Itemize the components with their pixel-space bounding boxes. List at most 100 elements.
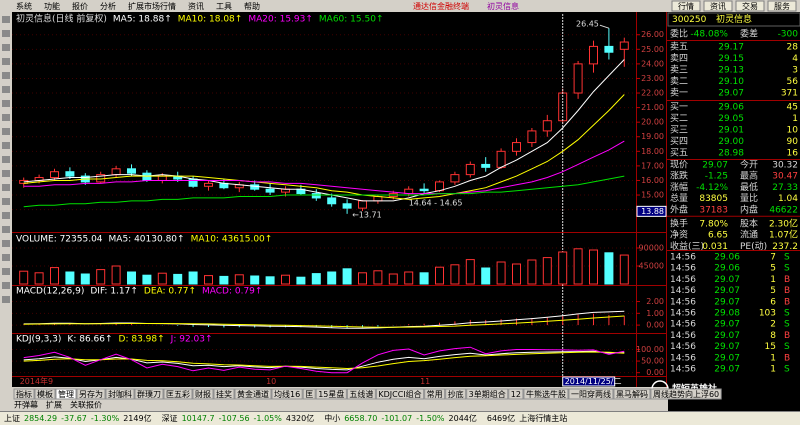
candle-body: [311, 193, 321, 199]
quote-label: 流通: [740, 229, 758, 241]
status-item: -37.67: [61, 414, 87, 423]
volume-bar: [512, 263, 521, 285]
legend-entry: MACD(12,26,9): [16, 287, 84, 297]
date-label: 10: [266, 377, 276, 386]
menu-item[interactable]: 资讯: [188, 1, 204, 11]
top-button-label[interactable]: 交易: [742, 1, 758, 11]
tick-price: 29.07: [714, 286, 740, 296]
volume-bar: [388, 273, 398, 285]
volume-bar: [496, 261, 506, 285]
tab: [76, 388, 106, 400]
top-button-label[interactable]: 行情: [678, 1, 694, 11]
volume-bar: [34, 272, 44, 285]
sub-tab[interactable]: 关联报价: [70, 400, 102, 410]
bid-price: 29.00: [718, 137, 744, 147]
line-series: [23, 310, 625, 329]
tick-side: B: [784, 353, 790, 363]
tab: [508, 388, 524, 400]
line-series: [23, 140, 625, 195]
sub-tab[interactable]: 扩展: [46, 400, 62, 410]
volume-bar: [419, 272, 429, 285]
line-series: [23, 351, 625, 370]
menu-item[interactable]: 扩展市场行情: [128, 1, 176, 11]
tab-label[interactable]: 15星盘: [318, 389, 344, 399]
top-button-label[interactable]: 服务: [774, 1, 790, 11]
quote-label: 股本: [740, 218, 758, 230]
volume-bar: [173, 273, 183, 285]
tab-label[interactable]: 抄底: [448, 389, 464, 399]
tick-volume: 7: [770, 253, 776, 263]
menu-item[interactable]: 功能: [44, 1, 60, 11]
line-series: [23, 175, 625, 208]
y-tick-label: 20.00: [641, 118, 664, 127]
tick-time: 14:56: [670, 253, 696, 263]
tab-label[interactable]: 常用: [427, 390, 443, 399]
tab-label[interactable]: 黑马解码: [616, 389, 648, 399]
tab-label[interactable]: 另存为: [79, 389, 103, 399]
tab: [105, 388, 135, 400]
candle-body: [419, 188, 429, 192]
y-tick-label: 50.00: [641, 357, 664, 366]
quote-value: -1.25: [705, 172, 728, 182]
tick-time: 14:56: [670, 320, 696, 330]
quote-value: 237.2: [772, 242, 798, 252]
tab-label[interactable]: 模板: [37, 389, 53, 399]
menu-item[interactable]: 分析: [100, 1, 116, 11]
bid-volume: 90: [787, 137, 799, 147]
candle-body: [573, 63, 583, 94]
menu-item[interactable]: 工具: [216, 2, 232, 11]
volume-bar: [311, 273, 321, 285]
top-button-label[interactable]: 资讯: [710, 1, 726, 11]
tab-label[interactable]: KDJCCI组合: [378, 389, 421, 399]
tab-label[interactable]: 均线16: [274, 389, 300, 399]
menu-item[interactable]: 报价: [72, 1, 88, 11]
candle-body: [358, 200, 367, 209]
tab-label[interactable]: 五线谱: [349, 389, 373, 399]
tab-label[interactable]: 黄金通道: [237, 389, 269, 399]
tab-label[interactable]: 群璞刀: [137, 389, 161, 399]
tab-label[interactable]: 匡: [305, 390, 313, 399]
quote-value: -4.12%: [696, 183, 728, 193]
tab: [375, 388, 425, 400]
tab-label[interactable]: 管理: [58, 389, 74, 399]
legend-entry: DEA: 0.77↑: [144, 287, 196, 297]
menu-item[interactable]: 系统: [16, 1, 32, 11]
tab-label[interactable]: 12: [511, 390, 521, 399]
ask-label: 卖三: [670, 65, 688, 76]
y-tick-label: 24.00: [641, 59, 664, 68]
tick-price: 29.07: [714, 331, 740, 341]
tick-time: 14:56: [670, 275, 696, 285]
status-item: 2044亿: [449, 413, 477, 423]
status-item: -1.50%: [416, 414, 445, 423]
volume-bar: [188, 271, 198, 285]
sub-tab[interactable]: 开弹幕: [14, 400, 38, 410]
volume-bar: [157, 272, 167, 285]
bid-label: 买四: [670, 136, 688, 147]
quote-label: PE(动): [740, 241, 767, 252]
status-item: 中小: [324, 413, 340, 423]
quote-value: 1.04: [778, 194, 798, 204]
tab: [34, 388, 56, 400]
tab-label[interactable]: 封咖科: [108, 389, 132, 399]
legend-entry: K: 86.66↑: [67, 335, 112, 345]
quote-label: 总量: [670, 192, 688, 204]
tab-label[interactable]: 匡五彩: [166, 389, 190, 399]
y-tick-label: 16.00: [641, 176, 664, 185]
tab-label[interactable]: 3单期组合: [469, 389, 506, 399]
tick-side: S: [784, 365, 790, 375]
volume-bar: [373, 270, 383, 285]
tab-label[interactable]: 牛熊选牛股: [526, 389, 566, 399]
tab-label[interactable]: 挂奖: [216, 389, 232, 399]
menu-item[interactable]: 帮助: [244, 1, 260, 11]
chart-title: 初灵信息(日线 前复权): [16, 13, 107, 25]
menu-bar: [0, 0, 800, 12]
tab-label[interactable]: 一阳穿两线: [571, 389, 611, 399]
tab-label[interactable]: 财报: [195, 389, 211, 399]
tab-label[interactable]: 指标: [16, 389, 32, 399]
y-tick-label: 19.00: [641, 132, 664, 141]
tab-label[interactable]: 周线趋势向上浮60: [653, 389, 719, 399]
legend-entry: MA5: 40130.80↑: [109, 235, 185, 245]
top-button: [671, 0, 701, 12]
y-tick-label: 18.00: [641, 147, 664, 156]
